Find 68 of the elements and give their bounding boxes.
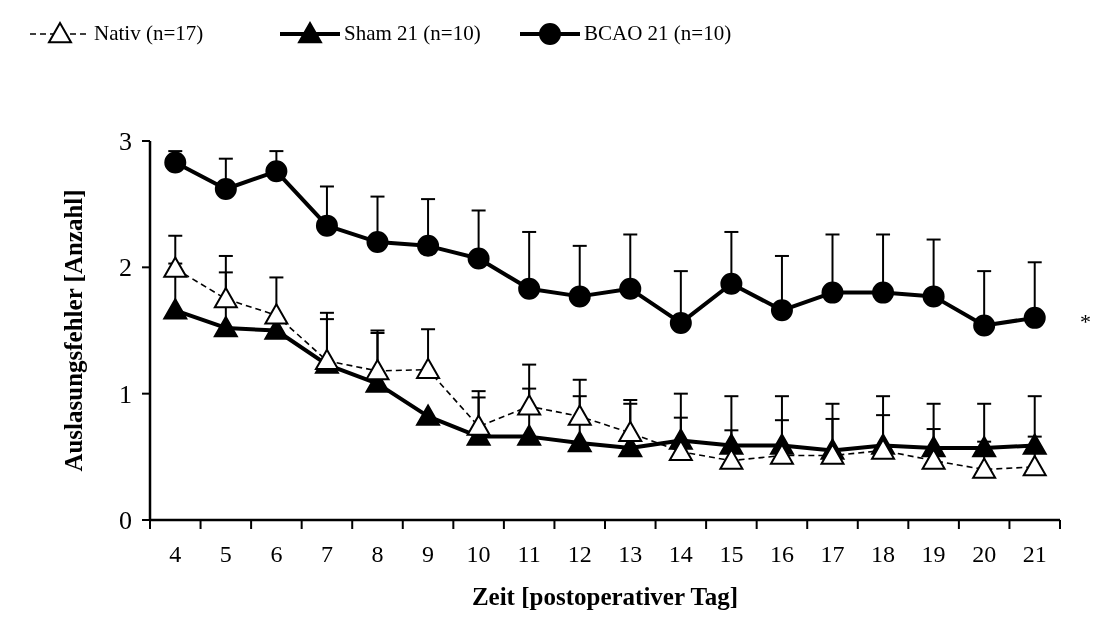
point — [466, 414, 491, 436]
x-tick-label: 11 — [517, 541, 541, 567]
point — [416, 404, 441, 426]
x-tick-label: 18 — [871, 541, 896, 567]
legend-label: Sham 21 (n=10) — [344, 21, 481, 45]
point — [871, 438, 896, 460]
point — [517, 424, 542, 446]
x-tick-label: 8 — [371, 541, 384, 567]
point — [921, 448, 946, 470]
point — [973, 314, 996, 337]
point — [467, 247, 490, 270]
point — [769, 443, 794, 465]
point — [163, 256, 188, 278]
point — [821, 281, 844, 304]
point — [872, 281, 895, 304]
y-tick-label: 1 — [119, 379, 132, 409]
point — [315, 214, 338, 237]
x-tick-label: 12 — [567, 541, 592, 567]
point — [1022, 433, 1047, 455]
point — [1023, 306, 1046, 329]
y-tick-label: 2 — [119, 253, 132, 283]
x-tick-label: 20 — [972, 541, 997, 567]
point — [264, 303, 289, 325]
x-tick-label: 21 — [1022, 541, 1047, 567]
point — [517, 394, 542, 416]
legend-label: Nativ (n=17) — [94, 21, 204, 45]
point — [365, 358, 390, 381]
x-tick-label: 6 — [270, 541, 283, 567]
y-tick-label: 3 — [119, 127, 132, 157]
point — [518, 277, 541, 300]
point — [164, 151, 187, 174]
x-tick-label: 19 — [921, 541, 946, 567]
point — [770, 299, 793, 322]
point — [567, 404, 592, 426]
point — [972, 457, 997, 479]
point — [213, 315, 238, 338]
point — [1022, 454, 1047, 477]
x-tick-label: 15 — [719, 541, 744, 567]
point — [922, 285, 945, 308]
point — [417, 234, 440, 257]
text: * — [1080, 308, 1091, 334]
point — [213, 286, 238, 309]
point — [163, 298, 188, 320]
x-tick-label: 10 — [466, 541, 491, 567]
x-tick-label: 4 — [169, 541, 182, 567]
x-axis-title: Zeit [postoperativer Tag] — [471, 583, 739, 610]
point — [669, 311, 692, 334]
point — [820, 443, 845, 465]
y-axis-title: Auslasungsfehler [Anzahl] — [60, 189, 87, 472]
x-tick-label: 17 — [820, 541, 845, 567]
x-tick-label: 13 — [618, 541, 643, 567]
point — [618, 420, 643, 443]
x-tick-label: 7 — [320, 541, 333, 567]
point — [567, 430, 592, 453]
point — [214, 178, 237, 201]
y-tick-label: 0 — [119, 506, 132, 536]
point — [366, 231, 389, 254]
point — [719, 448, 744, 470]
point — [416, 357, 441, 379]
x-tick-label: 16 — [769, 541, 794, 567]
x-tick-label: 14 — [668, 541, 693, 567]
legend-label: BCAO 21 (n=10) — [584, 21, 732, 45]
point — [720, 272, 743, 295]
x-tick-label: 5 — [219, 541, 232, 567]
x-tick-label: 9 — [422, 541, 435, 567]
point — [619, 277, 642, 300]
point — [568, 285, 591, 308]
point — [265, 160, 288, 183]
